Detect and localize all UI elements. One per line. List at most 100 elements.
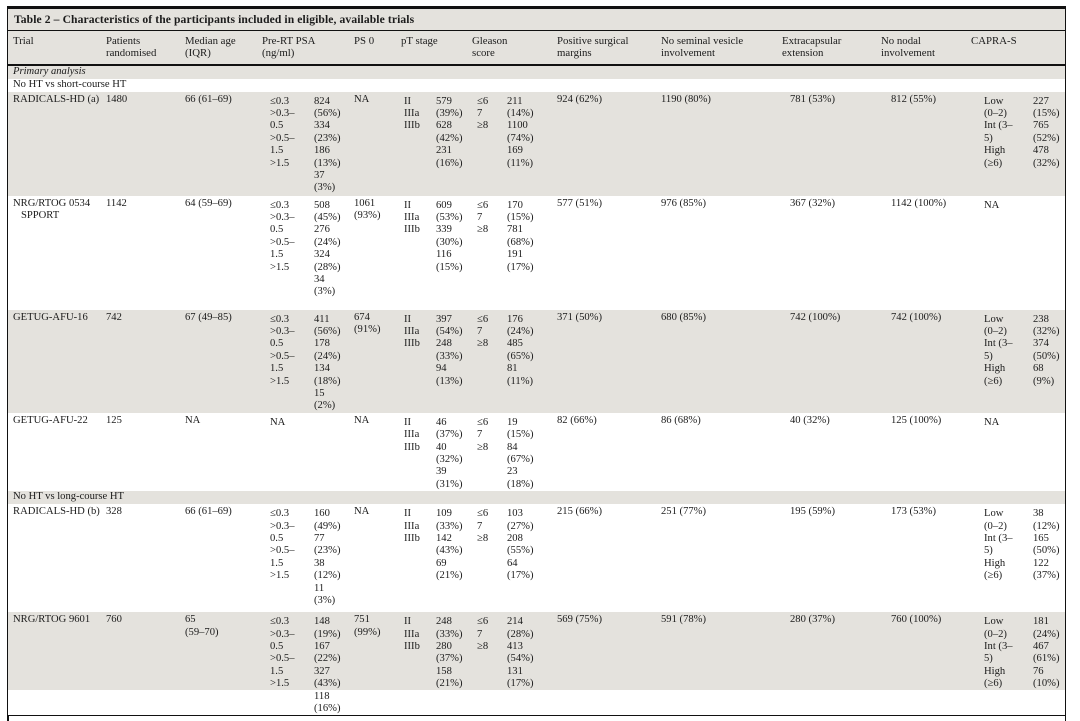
cell-nni: 1142 (100%) xyxy=(891,197,947,209)
cell-trial-name: RADICALS-HD (b) xyxy=(13,506,100,518)
cell-pt-stage: II IIIa IIIb 46 (37%) 40 (32%) 39 (31%) xyxy=(401,413,472,491)
capra-values: 38 (12%) 165 (50%) 122 (37%) xyxy=(1033,508,1060,582)
psa-categories: ≤0.3 >0.3– 0.5 >0.5– 1.5 >1.5 xyxy=(270,508,295,582)
pt-values: 109 (33%) 142 (43%) 69 (21%) xyxy=(436,508,463,582)
section-row-primary-analysis: Primary analysis xyxy=(8,65,1065,79)
pt-categories: II IIIa IIIb xyxy=(404,95,420,132)
cell-psm: 215 (66%) xyxy=(557,506,603,518)
capra-values xyxy=(1033,415,1065,491)
cell-gleason: ≤6 7 ≥8 176 (24%) 485 (65%) 81 (11%) xyxy=(472,310,557,413)
cell-ps0: NA xyxy=(354,506,370,518)
cell-patients: 1480 xyxy=(106,93,128,105)
cell-capra: Low (0–2) Int (3– 5) High (≥6) 38 (12%) 1… xyxy=(971,504,1065,612)
capra-categories: Low (0–2) Int (3– 5) High (≥6) xyxy=(984,95,1013,169)
cell-ps0: NA xyxy=(354,414,370,426)
cell-nsvi: 680 (85%) xyxy=(661,311,707,323)
top-rule xyxy=(8,6,1065,9)
trial-row-getug-afu-22: GETUG-AFU-22 125 NA NA NA II IIIa IIIb 46… xyxy=(8,412,1065,492)
psa-values: 411 (56%) 178 (24%) 134 (18%) 15 (2%) xyxy=(314,313,341,412)
column-header-nni: No nodal involvement xyxy=(881,34,935,60)
psa-values: 148 (19%) 167 (22%) 327 (43%) 118 (16%) xyxy=(314,616,341,715)
capra-categories: NA xyxy=(984,416,1000,428)
gleason-values: 103 (27%) 208 (55%) 64 (17%) xyxy=(507,508,534,582)
pt-categories: II IIIa IIIb xyxy=(404,199,420,236)
cell-pt-stage: II IIIa IIIb 109 (33%) 142 (43%) 69 (21%) xyxy=(401,504,472,612)
capra-categories: Low (0–2) Int (3– 5) High (≥6) xyxy=(984,508,1013,582)
column-header-psm: Positive surgical margins xyxy=(557,34,629,60)
pt-values: 579 (39%) 628 (42%) 231 (16%) xyxy=(436,95,463,169)
table-title: Table 2 – Characteristics of the partici… xyxy=(8,8,1065,30)
cell-nsvi: 1190 (80%) xyxy=(661,93,711,105)
cell-median-age: 64 (59–69) xyxy=(185,197,232,209)
cell-psm: 82 (66%) xyxy=(557,414,597,426)
cell-patients: 742 xyxy=(106,311,122,323)
capra-categories: NA xyxy=(984,199,1000,211)
cell-patients: 125 xyxy=(106,414,122,426)
table-left-border xyxy=(7,6,9,721)
column-header-row: Trial Patients randomised Median age (IQ… xyxy=(8,30,1065,64)
trial-row-nrg-rtog-9601: NRG/RTOG 9601 760 65 (59–70) ≤0.3 >0.3– … xyxy=(8,612,1065,716)
pt-categories: II IIIa IIIb xyxy=(404,313,420,350)
capra-categories: Low (0–2) Int (3– 5) High (≥6) xyxy=(984,616,1013,690)
column-header-nsvi: No seminal vesicle involvement xyxy=(661,34,744,60)
gleason-values: 211 (14%) 1100 (74%) 169 (11%) xyxy=(507,95,534,169)
cell-ece: 367 (32%) xyxy=(790,197,836,209)
trial-row-nrg-rtog-0534: NRG/RTOG 0534 SPPORT 1142 64 (59–69) ≤0.… xyxy=(8,195,1065,310)
psa-categories: ≤0.3 >0.3– 0.5 >0.5– 1.5 >1.5 xyxy=(270,616,295,690)
pt-values: 46 (37%) 40 (32%) 39 (31%) xyxy=(436,416,463,490)
pt-categories: II IIIa IIIb xyxy=(404,616,420,652)
cell-median-age: 66 (61–69) xyxy=(185,93,232,105)
column-header-pt-stage: pT stage xyxy=(401,34,438,47)
cell-pt-stage: II IIIa IIIb 609 (53%) 339 (30%) 116 (15%… xyxy=(401,196,472,310)
column-header-ps0: PS 0 xyxy=(354,34,375,47)
cell-nni: 125 (100%) xyxy=(891,414,942,426)
psa-values: 824 (56%) 334 (23%) 186 (13%) 37 (3%) xyxy=(314,95,341,194)
cell-trial-name: GETUG-AFU-22 xyxy=(13,414,88,426)
cell-trial-name: GETUG-AFU-16 xyxy=(13,311,88,323)
cell-gleason: ≤6 7 ≥8 214 (28%) 413 (54%) 131 (17%) xyxy=(472,612,557,715)
gleason-categories: ≤6 7 ≥8 xyxy=(477,416,489,453)
pt-categories: II IIIa IIIb xyxy=(404,508,420,544)
column-header-trial: Trial xyxy=(13,34,34,47)
capra-values: 227 (15%) 765 (52%) 478 (32%) xyxy=(1033,95,1060,169)
cell-pt-stage: II IIIa IIIb 397 (54%) 248 (33%) 94 (13%) xyxy=(401,310,472,413)
column-header-patients: Patients randomised xyxy=(106,34,157,60)
pt-categories: II IIIa IIIb xyxy=(404,416,420,453)
cell-nsvi: 86 (68%) xyxy=(661,414,701,426)
cell-psa: ≤0.3 >0.3– 0.5 >0.5– 1.5 >1.5 411 (56%) 1… xyxy=(262,310,354,413)
gleason-categories: ≤6 7 ≥8 xyxy=(477,313,489,350)
gleason-categories: ≤6 7 ≥8 xyxy=(477,95,489,132)
cell-median-age: 67 (49–85) xyxy=(185,311,232,323)
cell-psm: 569 (75%) xyxy=(557,614,603,626)
cell-ece: 781 (53%) xyxy=(790,93,836,105)
cell-ece: 742 (100%) xyxy=(790,311,841,323)
psa-categories: NA xyxy=(270,416,286,428)
table-2: Table 2 – Characteristics of the partici… xyxy=(8,6,1065,717)
bottom-rule xyxy=(8,715,1065,717)
gleason-values: 170 (15%) 781 (68%) 191 (17%) xyxy=(507,199,534,273)
capra-values: 238 (32%) 374 (50%) 68 (9%) xyxy=(1033,313,1060,387)
table-right-border xyxy=(1065,6,1066,721)
cell-median-age: 65 (59–70) xyxy=(185,614,219,638)
psa-categories: ≤0.3 >0.3– 0.5 >0.5– 1.5 >1.5 xyxy=(270,199,295,273)
cell-nsvi: 591 (78%) xyxy=(661,614,707,626)
cell-capra: Low (0–2) Int (3– 5) High (≥6) 238 (32%) … xyxy=(971,310,1065,413)
column-header-gleason: Gleason score xyxy=(472,34,508,60)
cell-ece: 195 (59%) xyxy=(790,506,836,518)
gleason-values: 19 (15%) 84 (67%) 23 (18%) xyxy=(507,416,534,490)
cell-gleason: ≤6 7 ≥8 19 (15%) 84 (67%) 23 (18%) xyxy=(472,413,557,491)
capra-values: 181 (24%) 467 (61%) 76 (10%) xyxy=(1033,616,1060,690)
cell-trial-name: NRG/RTOG 9601 xyxy=(13,614,91,626)
cell-nni: 760 (100%) xyxy=(891,614,942,626)
trial-row-getug-afu-16: GETUG-AFU-16 742 67 (49–85) ≤0.3 >0.3– 0… xyxy=(8,309,1065,413)
cell-pt-stage: II IIIa IIIb 579 (39%) 628 (42%) 231 (16%… xyxy=(401,92,472,196)
gleason-values: 176 (24%) 485 (65%) 81 (11%) xyxy=(507,313,534,387)
capra-categories: Low (0–2) Int (3– 5) High (≥6) xyxy=(984,313,1013,387)
cell-nsvi: 251 (77%) xyxy=(661,506,707,518)
gleason-categories: ≤6 7 ≥8 xyxy=(477,508,489,544)
trial-row-radicals-hd-a: RADICALS-HD (a) 1480 66 (61–69) ≤0.3 >0.… xyxy=(8,91,1065,196)
cell-trial-name: NRG/RTOG 0534 SPPORT xyxy=(13,197,91,221)
cell-psa: NA xyxy=(262,413,354,491)
column-header-ece: Extracapsular extension xyxy=(782,34,842,60)
